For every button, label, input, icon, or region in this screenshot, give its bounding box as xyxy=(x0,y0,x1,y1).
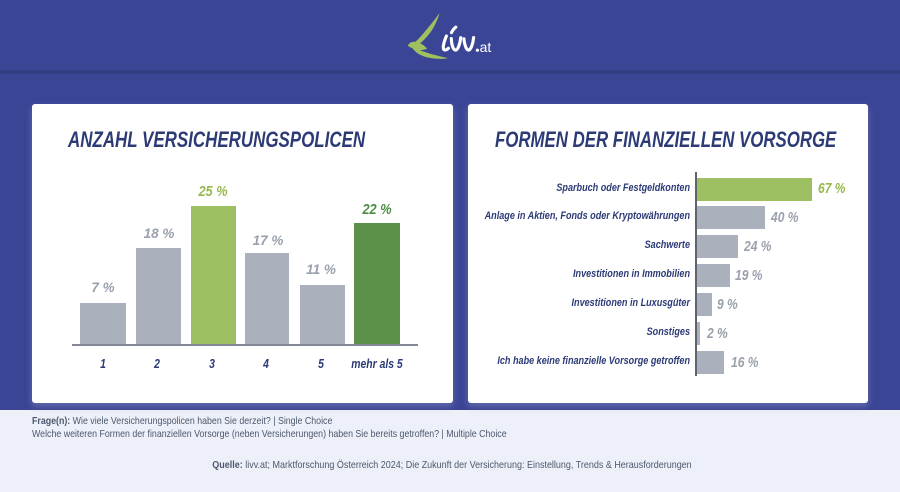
svg-text:at: at xyxy=(480,39,492,55)
